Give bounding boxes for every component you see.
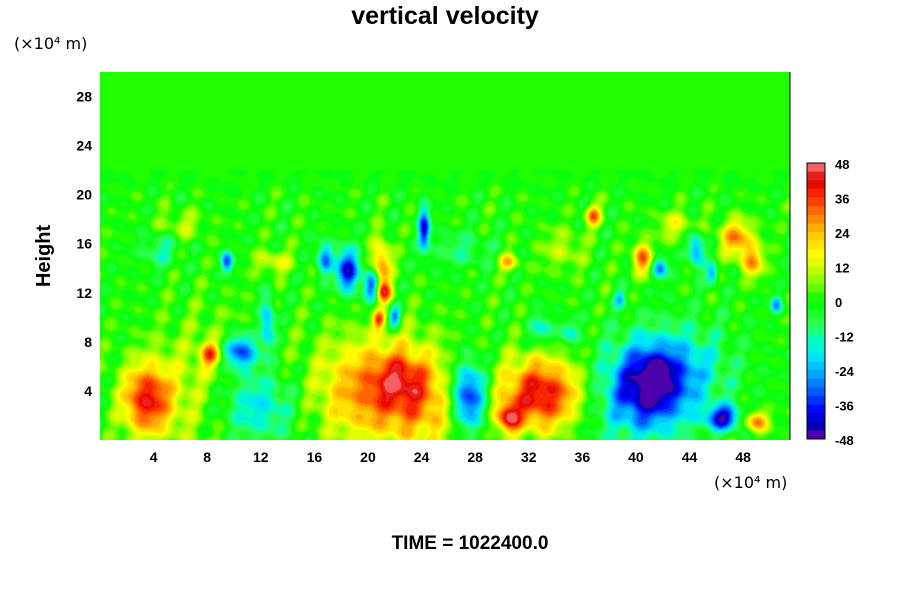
colorbar-ticks: 48 36 24 12 0 -12 -24 -36 -48: [835, 157, 855, 448]
colorbar-swatch: [807, 292, 825, 302]
colorbar-swatch: [807, 188, 825, 198]
x-tick-label: 36: [575, 449, 591, 465]
colorbar-swatch: [807, 370, 825, 380]
colorbar-swatch: [807, 378, 825, 388]
colorbar-swatch: [807, 214, 825, 224]
colorbar-swatch: [807, 206, 825, 216]
plot-area: [100, 72, 791, 440]
colorbar-tick-label: -24: [835, 364, 855, 379]
colorbar-tick-label: 36: [835, 192, 849, 207]
colorbar-swatch: [807, 180, 825, 190]
colorbar-swatch: [807, 163, 825, 173]
colorbar-frame: [806, 162, 826, 440]
y-axis-unit: (×10⁴ m): [14, 34, 87, 53]
colorbar-swatches: [807, 163, 825, 440]
colorbar-swatch: [807, 257, 825, 267]
x-axis-unit: (×10⁴ m): [714, 473, 787, 492]
y-tick-label: 4: [84, 383, 92, 399]
colorbar-swatch: [807, 404, 825, 414]
x-tick-label: 28: [467, 449, 483, 465]
colorbar-swatch: [807, 421, 825, 431]
velocity-field: [100, 72, 790, 440]
colorbar-swatch: [807, 335, 825, 345]
colorbar-tick-label: 48: [835, 157, 849, 172]
y-tick-label: 28: [76, 89, 92, 105]
x-ticks: 4 8 12 16 20 24 28 32 36 40 44 48: [150, 449, 751, 465]
x-tick-label: 20: [360, 449, 376, 465]
colorbar-tick-label: 12: [835, 261, 849, 276]
colorbar-swatch: [807, 223, 825, 233]
y-tick-label: 24: [76, 138, 92, 154]
colorbar-swatch: [807, 283, 825, 293]
colorbar-swatch: [807, 326, 825, 336]
x-tick-label: 32: [521, 449, 537, 465]
colorbar-swatch: [807, 197, 825, 207]
y-ticks: 4 8 12 16 20 24 28: [76, 89, 92, 399]
colorbar-tick-label: 24: [835, 226, 850, 241]
chart-title: vertical velocity: [351, 2, 539, 30]
colorbar-swatch: [807, 301, 825, 311]
colorbar-swatch: [807, 413, 825, 423]
colorbar-swatch: [807, 387, 825, 397]
colorbar-swatch: [807, 430, 825, 440]
x-tick-label: 16: [307, 449, 323, 465]
colorbar-swatch: [807, 275, 825, 285]
x-tick-label: 40: [628, 449, 644, 465]
x-tick-label: 24: [414, 449, 430, 465]
y-axis-label: Height: [33, 225, 55, 288]
colorbar-swatch: [807, 266, 825, 276]
colorbar: 48 36 24 12 0 -12 -24 -36 -48: [806, 157, 855, 448]
colorbar-swatch: [807, 344, 825, 354]
y-tick-label: 12: [76, 285, 92, 301]
colorbar-swatch: [807, 352, 825, 362]
colorbar-tick-label: -36: [835, 399, 854, 414]
x-tick-label: 8: [203, 449, 211, 465]
colorbar-swatch: [807, 171, 825, 181]
y-tick-label: 8: [84, 334, 92, 350]
colorbar-swatch: [807, 309, 825, 319]
x-tick-label: 44: [682, 449, 698, 465]
x-tick-label: 4: [150, 449, 158, 465]
x-tick-label: 48: [735, 449, 751, 465]
colorbar-swatch: [807, 232, 825, 242]
colorbar-swatch: [807, 361, 825, 371]
colorbar-swatch: [807, 318, 825, 328]
y-tick-label: 16: [76, 236, 92, 252]
time-label: TIME = 1022400.0: [392, 533, 549, 554]
colorbar-swatch: [807, 249, 825, 259]
y-tick-label: 20: [76, 187, 92, 203]
colorbar-swatch: [807, 395, 825, 405]
colorbar-tick-label: -48: [835, 433, 854, 448]
colorbar-swatch: [807, 240, 825, 250]
colorbar-tick-label: 0: [835, 295, 842, 310]
x-tick-label: 12: [253, 449, 269, 465]
colorbar-tick-label: -12: [835, 330, 854, 345]
